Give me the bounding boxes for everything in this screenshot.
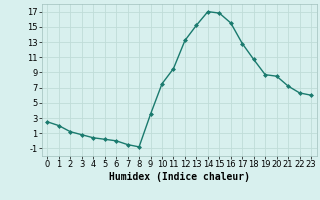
X-axis label: Humidex (Indice chaleur): Humidex (Indice chaleur) <box>109 172 250 182</box>
